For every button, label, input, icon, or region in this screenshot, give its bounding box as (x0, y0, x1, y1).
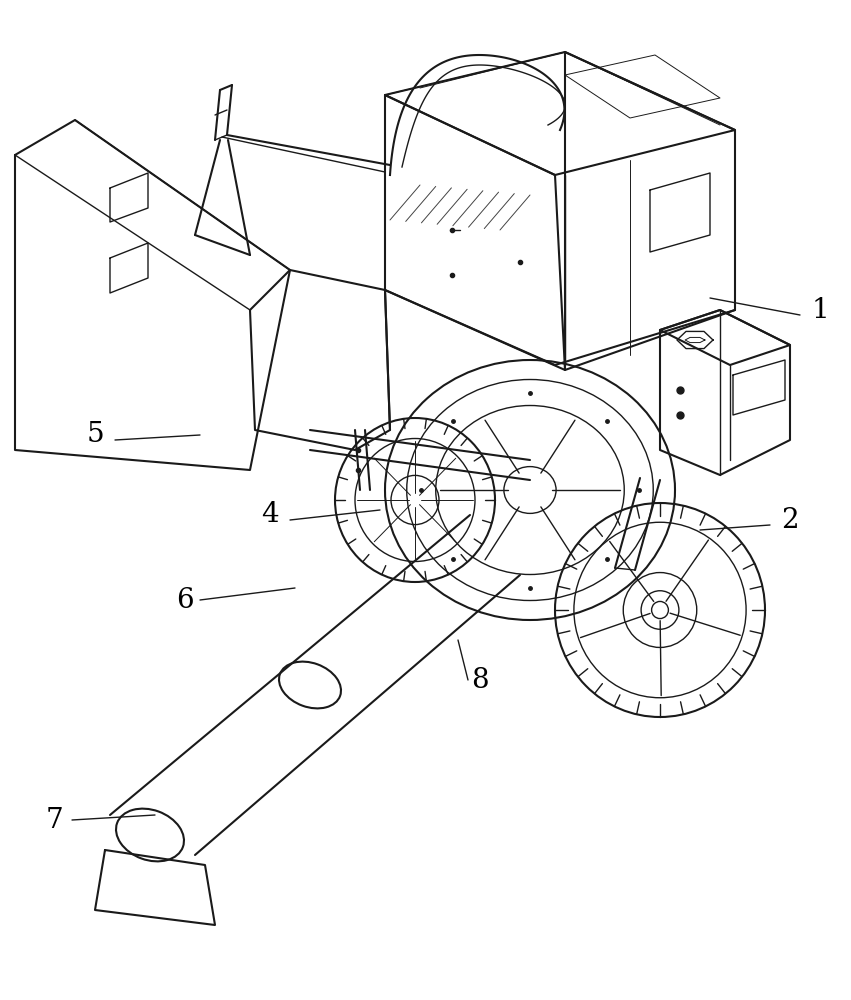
Text: 1: 1 (811, 296, 829, 324)
Text: 8: 8 (471, 666, 488, 694)
Text: 2: 2 (781, 506, 799, 534)
Text: 5: 5 (86, 422, 104, 448)
Text: 7: 7 (46, 806, 64, 834)
Text: 6: 6 (176, 586, 194, 613)
Text: 4: 4 (261, 502, 279, 528)
